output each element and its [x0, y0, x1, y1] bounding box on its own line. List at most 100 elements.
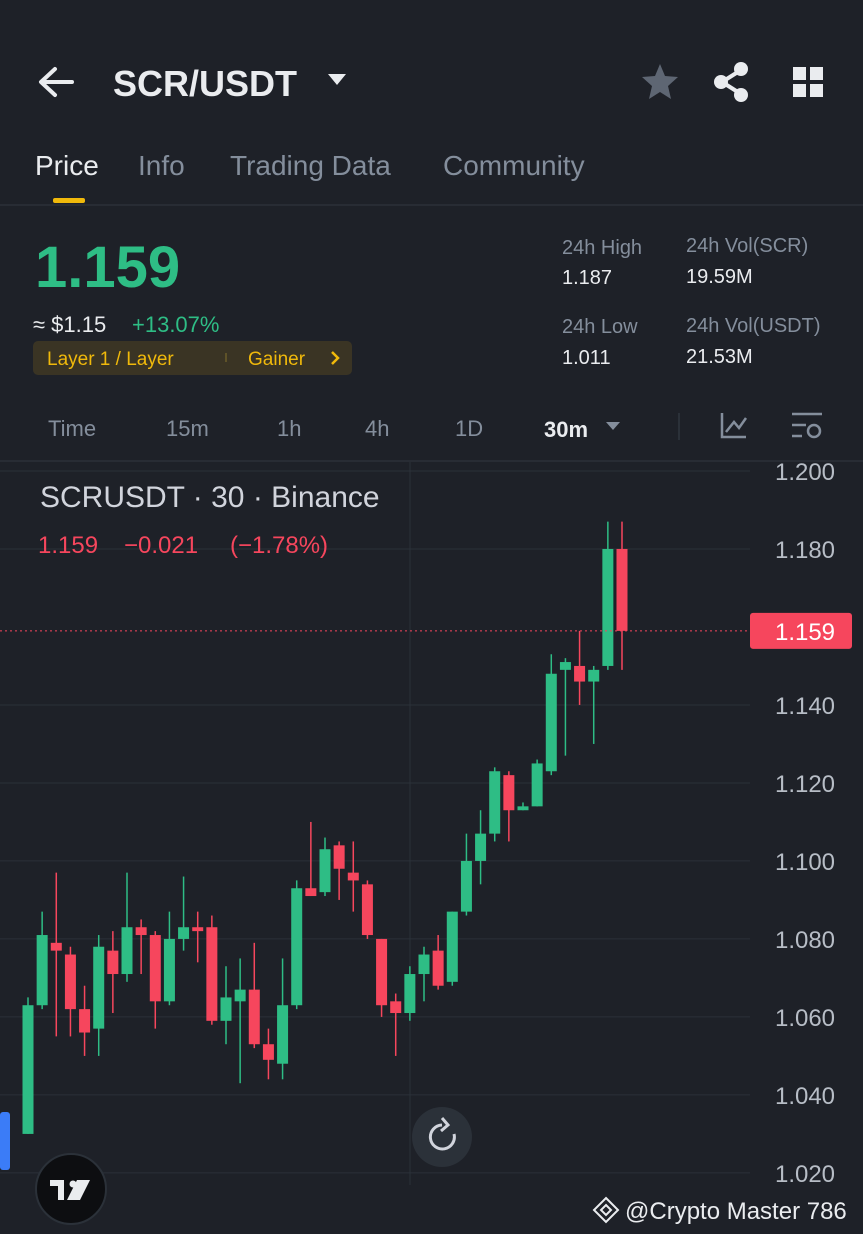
- candle-body: [376, 938, 388, 1006]
- reset-button[interactable]: [412, 1107, 472, 1167]
- y-tick-label: 1.200: [775, 459, 835, 486]
- pair-title[interactable]: SCR/USDT: [113, 63, 297, 104]
- candle-body: [248, 989, 260, 1045]
- candle-body: [79, 1009, 91, 1033]
- chart-title: SCRUSDT · 30 · Binance: [40, 481, 380, 514]
- tradingview-logo[interactable]: [35, 1153, 107, 1225]
- candle-body: [305, 888, 317, 897]
- candle-body: [475, 833, 487, 861]
- y-tick-label: 1.080: [775, 927, 835, 954]
- candle-body: [545, 673, 557, 772]
- reset-icon: [428, 1117, 456, 1151]
- side-handle[interactable]: [0, 1112, 10, 1170]
- tag-chevron: [331, 351, 340, 365]
- settings-icon[interactable]: [792, 412, 822, 439]
- share-icon[interactable]: [714, 62, 748, 102]
- favorite-icon[interactable]: [642, 64, 678, 99]
- stat-label: 24h High: [562, 237, 642, 259]
- candle-body: [390, 1001, 402, 1014]
- interval[interactable]: 15m: [166, 416, 209, 441]
- candle-body: [489, 771, 501, 834]
- last-price-box: [750, 612, 852, 649]
- stat-label: 24h Vol(USDT): [686, 315, 821, 337]
- candle-body: [404, 974, 416, 1014]
- candle-body: [107, 950, 119, 975]
- interval[interactable]: 1D: [455, 416, 483, 441]
- candle-body: [93, 946, 105, 1029]
- candle-body: [616, 548, 628, 631]
- tag[interactable]: Layer 1 / Layer: [47, 349, 174, 370]
- stat-label: 24h Low: [562, 316, 638, 338]
- stat-label: 24h Vol(SCR): [686, 235, 808, 257]
- candle-body: [163, 938, 175, 1002]
- candle-body: [36, 935, 48, 1006]
- tag-box[interactable]: [33, 341, 352, 375]
- candle-body: [277, 1005, 289, 1064]
- candle-body: [178, 927, 190, 939]
- candle-body: [446, 911, 458, 982]
- candle-body: [418, 954, 430, 975]
- candle-body: [347, 872, 359, 881]
- y-tick-label: 1.140: [775, 693, 835, 720]
- candle-body: [361, 884, 373, 936]
- candle-body: [574, 665, 586, 682]
- tab[interactable]: Trading Data: [230, 150, 391, 181]
- legend-value: −0.021: [124, 532, 198, 559]
- tab-indicator: [53, 198, 85, 203]
- tab[interactable]: Price: [35, 150, 99, 181]
- candle-body: [220, 997, 232, 1021]
- y-tick-label: 1.020: [775, 1161, 835, 1188]
- candle-body: [50, 942, 62, 951]
- candle-body: [234, 989, 246, 1002]
- candle-body: [135, 927, 147, 936]
- candle-body: [121, 927, 133, 975]
- stat-value: 1.187: [562, 267, 612, 289]
- pair-caret[interactable]: [328, 74, 346, 85]
- candle-body: [22, 1005, 34, 1134]
- indicator-icon[interactable]: [720, 413, 748, 439]
- price-change: +13.07%: [132, 312, 219, 337]
- legend-value: 1.159: [38, 532, 98, 559]
- candle-body: [588, 669, 600, 682]
- candle-body: [262, 1044, 274, 1060]
- candle-body: [319, 849, 331, 893]
- y-tick-label: 1.180: [775, 537, 835, 564]
- stat-value: 1.011: [562, 347, 611, 369]
- candlestick-chart: 1.200 1.180 1.140 1.120 1.100 1.080 1.060 1.040…: [0, 459, 852, 1188]
- last-price-label: 1.159: [775, 619, 835, 646]
- candle-body: [192, 927, 204, 932]
- stat-value: 19.59M: [686, 266, 753, 288]
- tab[interactable]: Info: [138, 150, 185, 181]
- candle-body: [206, 927, 218, 1021]
- candle-body: [460, 860, 472, 912]
- candle-body: [503, 775, 515, 811]
- y-tick-label: 1.120: [775, 771, 835, 798]
- interval[interactable]: 4h: [365, 416, 389, 441]
- legend-value: (−1.78%): [230, 532, 328, 559]
- candle-body: [291, 888, 303, 1006]
- candle-body: [602, 548, 614, 666]
- candle-body: [432, 950, 444, 986]
- tab[interactable]: Community: [443, 150, 585, 181]
- back-button[interactable]: [39, 67, 74, 97]
- y-tick-label: 1.040: [775, 1083, 835, 1110]
- usd-price: ≈ $1.15: [33, 312, 106, 337]
- candle-body: [333, 845, 345, 869]
- candle-body: [64, 954, 76, 1010]
- tradingview-mark: [50, 1180, 90, 1200]
- grid-menu-icon[interactable]: [793, 67, 823, 97]
- watermark-icon: [592, 1196, 620, 1224]
- y-tick-label: 1.100: [775, 849, 835, 876]
- interval-caret[interactable]: [606, 422, 620, 430]
- interval[interactable]: 1h: [277, 416, 301, 441]
- last-price: 1.159: [35, 235, 180, 300]
- tag[interactable]: Gainer: [248, 349, 306, 370]
- tradingview-dot: [69, 1180, 77, 1188]
- candle-body: [531, 763, 543, 807]
- watermark: @Crypto Master 786: [625, 1198, 847, 1225]
- candle-body: [149, 935, 161, 1002]
- interval[interactable]: Time: [48, 416, 96, 441]
- interval-selected[interactable]: 30m: [544, 417, 588, 442]
